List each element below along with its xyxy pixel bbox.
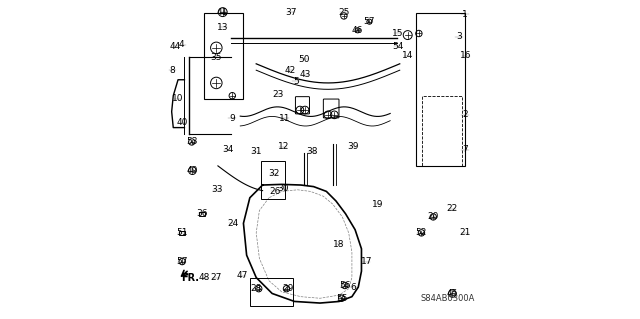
Text: 44: 44 (169, 42, 180, 51)
Text: 17: 17 (360, 257, 372, 266)
Text: 16: 16 (460, 51, 472, 60)
Text: 14: 14 (402, 51, 413, 60)
Text: FR.: FR. (181, 272, 199, 283)
Text: S84AB0300A: S84AB0300A (420, 294, 475, 303)
Text: 13: 13 (217, 23, 228, 32)
Text: 10: 10 (172, 94, 183, 103)
Text: 50: 50 (298, 55, 310, 63)
Text: 26: 26 (269, 187, 280, 196)
Text: 36: 36 (196, 209, 208, 218)
Text: 40: 40 (177, 118, 188, 127)
Text: 38: 38 (307, 147, 318, 156)
Text: 18: 18 (333, 240, 345, 249)
Text: 5: 5 (293, 77, 299, 86)
Text: 51: 51 (177, 228, 188, 237)
Text: 41: 41 (217, 8, 228, 17)
Text: 47: 47 (236, 271, 248, 280)
Text: 24: 24 (228, 219, 239, 228)
Text: 43: 43 (300, 70, 311, 79)
Text: 52: 52 (416, 228, 427, 237)
Text: 23: 23 (273, 90, 284, 99)
Text: 57: 57 (364, 17, 375, 26)
Text: 39: 39 (348, 142, 359, 151)
Text: 35: 35 (211, 53, 222, 62)
Text: 29: 29 (282, 284, 294, 293)
Bar (179, 231, 185, 235)
Text: 54: 54 (392, 42, 404, 51)
Text: 15: 15 (392, 29, 404, 38)
Text: 9: 9 (229, 114, 235, 122)
Text: 25: 25 (338, 8, 349, 17)
Text: 33: 33 (212, 185, 223, 194)
Text: 34: 34 (222, 145, 233, 154)
Text: 2: 2 (462, 110, 468, 119)
Text: 45: 45 (447, 289, 458, 298)
Bar (199, 212, 205, 216)
Text: 48: 48 (199, 273, 210, 282)
Text: 11: 11 (279, 114, 291, 122)
Text: 8: 8 (170, 66, 175, 75)
Text: 27: 27 (211, 273, 222, 282)
Text: 1: 1 (462, 10, 468, 19)
Text: 55: 55 (336, 294, 348, 303)
Text: 6: 6 (351, 283, 356, 292)
Text: 30: 30 (278, 184, 289, 193)
Text: 46: 46 (352, 26, 364, 35)
Text: 7: 7 (462, 145, 468, 154)
Text: 19: 19 (372, 200, 383, 209)
Text: 4: 4 (179, 40, 185, 49)
Text: 31: 31 (250, 147, 262, 156)
Text: 37: 37 (285, 8, 297, 17)
Text: 32: 32 (268, 169, 280, 178)
Text: 57: 57 (177, 257, 188, 266)
Text: 28: 28 (250, 284, 262, 293)
Text: 49: 49 (187, 166, 198, 175)
Text: 22: 22 (447, 204, 458, 213)
Text: 20: 20 (428, 212, 439, 221)
Text: 3: 3 (456, 32, 461, 41)
Text: 21: 21 (460, 228, 471, 237)
Text: 53: 53 (186, 137, 198, 146)
Text: 12: 12 (278, 142, 289, 151)
Text: 56: 56 (339, 281, 351, 290)
Text: 42: 42 (285, 66, 296, 75)
